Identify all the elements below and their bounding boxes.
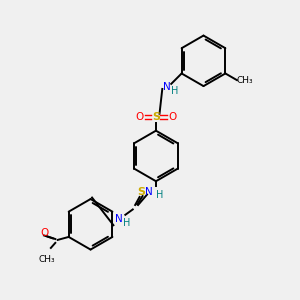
Text: H: H	[156, 190, 164, 200]
Text: S: S	[152, 112, 160, 122]
Text: CH₃: CH₃	[38, 255, 55, 264]
Text: N: N	[115, 214, 123, 224]
Text: S: S	[137, 187, 145, 196]
Text: O: O	[136, 112, 144, 122]
Text: H: H	[122, 218, 130, 228]
Text: O: O	[168, 112, 176, 122]
Text: N: N	[163, 82, 171, 92]
Text: CH₃: CH₃	[236, 76, 253, 85]
Text: O: O	[41, 228, 49, 238]
Text: H: H	[171, 86, 179, 96]
Text: N: N	[145, 187, 153, 196]
